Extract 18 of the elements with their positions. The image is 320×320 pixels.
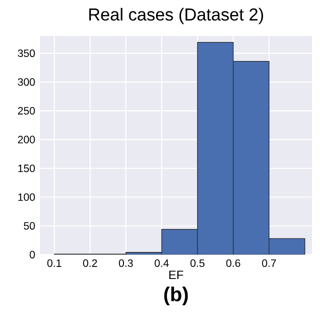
x-tick-label: 0.2 [83,259,97,267]
x-tick-label: 0.6 [226,259,240,267]
x-tick-label: 0.3 [118,259,133,267]
x-tick-label: 0.4 [154,259,169,267]
y-tick-label: 350 [18,49,35,58]
y-tick-label: 50 [24,222,35,230]
text: (b) [164,286,188,306]
x-axis-title: EF [169,270,184,280]
y-tick-label: 0 [30,250,35,258]
x-tick-label: 0.7 [262,259,276,267]
chart-title: Real cases (Dataset 2) [89,8,264,24]
x-tick-label: 0.1 [47,259,62,267]
y-tick-label: 100 [18,193,35,201]
y-tick-label: 300 [18,78,35,86]
x-tick-label: 0.5 [190,259,204,267]
y-tick-label: 250 [18,107,35,115]
y-tick-label: 150 [18,164,35,172]
y-tick-label: 200 [18,136,35,144]
